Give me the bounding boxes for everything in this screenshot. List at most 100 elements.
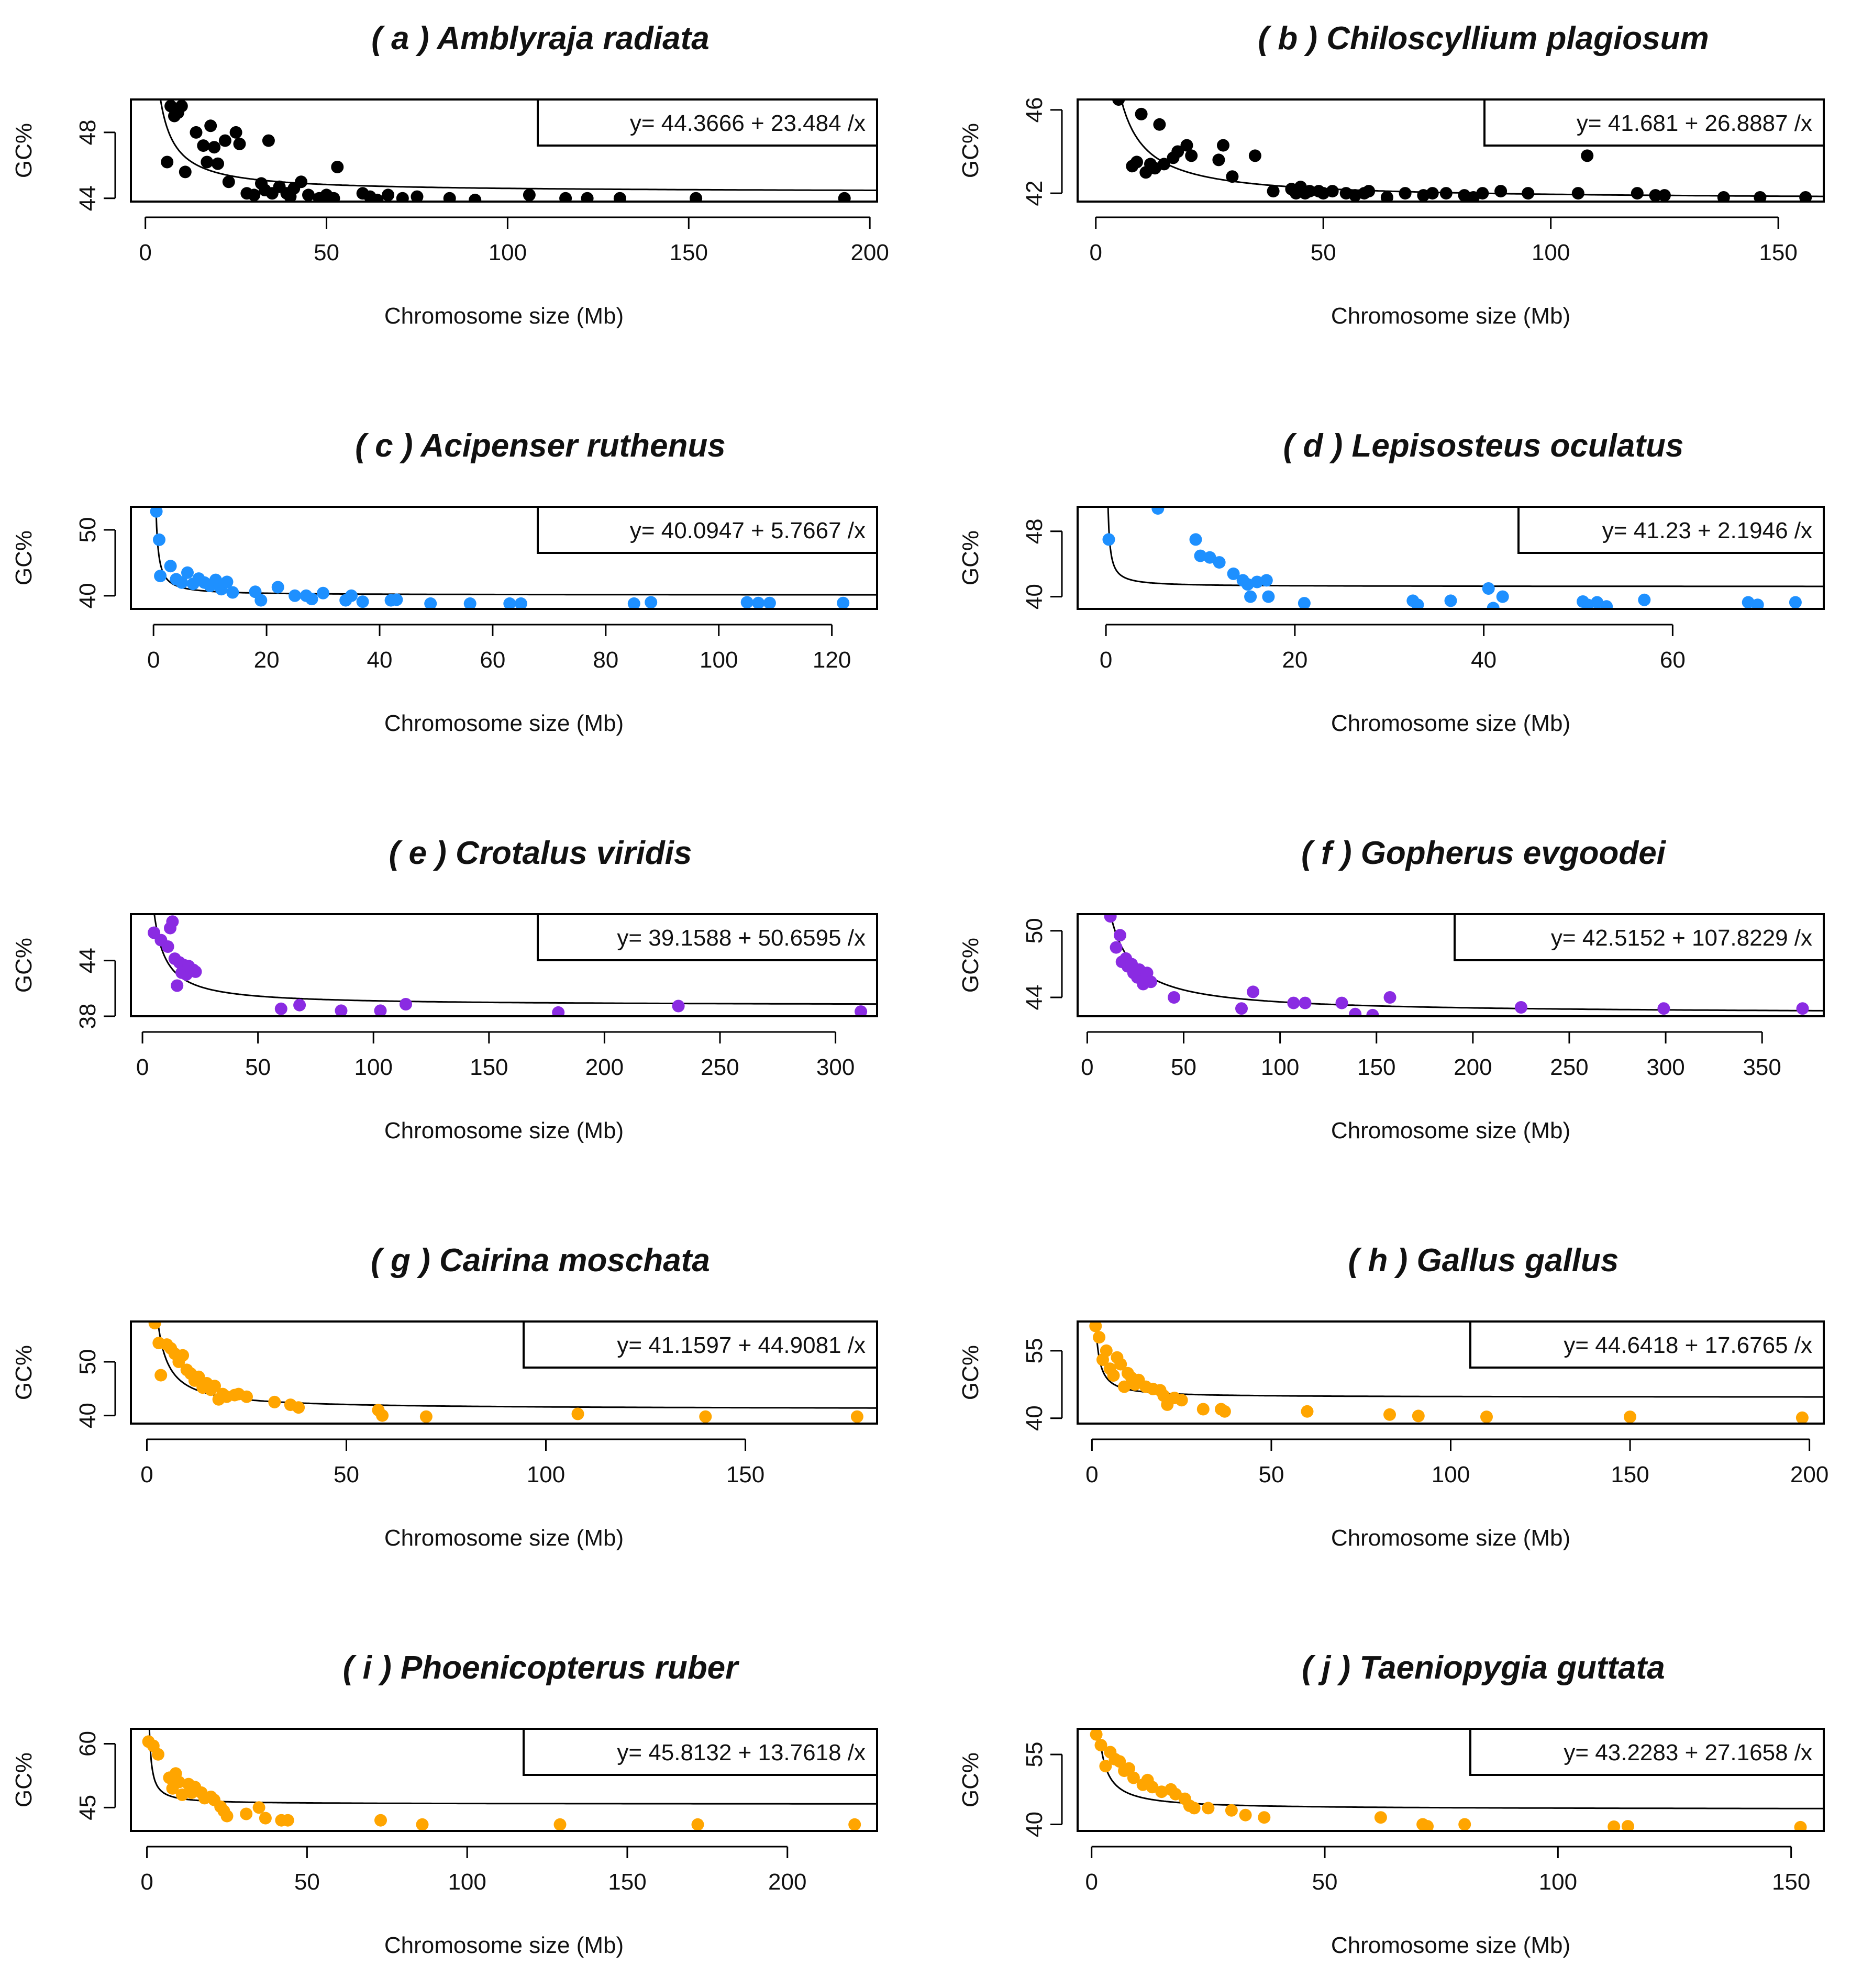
data-point <box>1496 590 1509 603</box>
fit-equation: y= 43.2283 + 27.1658 /x <box>1564 1740 1812 1765</box>
data-point <box>1158 158 1171 171</box>
data-point <box>1107 1369 1120 1382</box>
equation-box <box>537 913 878 961</box>
plot-frame <box>1077 98 1825 203</box>
x-tick-label: 60 <box>1660 647 1686 673</box>
x-tick-label: 50 <box>334 1462 359 1487</box>
data-point <box>503 597 516 609</box>
data-point <box>1794 1820 1807 1831</box>
x-tick-label: 100 <box>1539 1869 1577 1895</box>
plot-frame <box>130 506 878 610</box>
data-point <box>1411 598 1424 609</box>
data-point <box>1093 1331 1106 1344</box>
data-point <box>1175 1394 1188 1407</box>
data-point <box>197 139 210 152</box>
data-point <box>1380 191 1393 202</box>
x-tick-label: 150 <box>1611 1462 1649 1487</box>
chart-title: ( f ) Gopherus evgoodei <box>1301 835 1667 871</box>
data-point <box>229 126 242 139</box>
x-tick-label: 150 <box>670 240 708 265</box>
data-point <box>293 998 306 1012</box>
x-tick-label: 50 <box>1312 1869 1338 1895</box>
data-point <box>424 597 437 609</box>
data-point <box>254 594 268 607</box>
y-axis-label: GC% <box>11 1345 37 1400</box>
plot-frame <box>1077 1728 1825 1832</box>
x-tick-label: 50 <box>314 240 339 265</box>
y-tick-label: 48 <box>75 119 101 145</box>
data-point <box>1104 914 1117 923</box>
point-series <box>161 99 851 202</box>
point-series <box>1090 1729 1807 1831</box>
x-tick-label: 250 <box>701 1054 739 1080</box>
data-point <box>1349 1007 1362 1016</box>
data-point <box>1444 594 1457 607</box>
equation-box <box>537 98 878 147</box>
x-tick-label: 200 <box>585 1054 624 1080</box>
data-point <box>1250 575 1263 588</box>
chart-title: ( d ) Lepisosteus oculatus <box>1283 428 1684 464</box>
data-point <box>1298 597 1311 609</box>
data-point <box>1171 145 1184 158</box>
fit-equation: y= 44.6418 + 17.6765 /x <box>1564 1332 1812 1358</box>
data-point <box>382 188 395 202</box>
chart-panel: ( c ) Acipenser ruthenus y= 40.0947 + 5.7… <box>11 428 878 736</box>
data-point <box>1094 1739 1107 1752</box>
data-point <box>523 188 536 202</box>
data-point <box>148 1321 161 1330</box>
x-tick-label: 300 <box>816 1054 855 1080</box>
chart-panel: ( d ) Lepisosteus oculatus y= 41.23 + 2.1… <box>958 428 1825 736</box>
y-tick-label: 55 <box>1022 1741 1047 1767</box>
data-point <box>1751 598 1764 609</box>
data-point <box>248 188 261 202</box>
data-point <box>1374 1811 1387 1824</box>
x-axis-label: Chromosome size (Mb) <box>1331 1933 1570 1958</box>
chart-panel: ( a ) Amblyraja radiata y= 44.3666 + 23.4… <box>11 20 889 329</box>
x-tick-label: 0 <box>1100 647 1112 673</box>
y-tick-label: 60 <box>75 1731 101 1757</box>
data-point <box>690 192 703 202</box>
data-point <box>1146 1781 1159 1794</box>
data-point <box>204 119 217 132</box>
data-point <box>356 595 369 608</box>
data-point <box>469 193 482 202</box>
x-tick-label: 40 <box>1471 647 1497 673</box>
data-point <box>1458 1818 1471 1831</box>
data-point <box>1202 1802 1215 1815</box>
x-axis-label: Chromosome size (Mb) <box>384 710 624 736</box>
x-tick-label: 100 <box>1532 240 1570 265</box>
x-tick-label: 20 <box>254 647 280 673</box>
data-point <box>1226 170 1239 183</box>
data-point <box>233 137 246 150</box>
data-point <box>1299 996 1312 1009</box>
data-point <box>166 915 179 928</box>
data-point <box>1522 187 1535 200</box>
equation-box <box>1469 1728 1825 1776</box>
data-point <box>1649 189 1662 202</box>
x-tick-label: 100 <box>489 240 527 265</box>
data-point <box>1494 185 1508 198</box>
data-point <box>1658 189 1671 202</box>
data-point <box>161 156 174 169</box>
fit-equation: y= 39.1588 + 50.6595 /x <box>617 925 866 951</box>
data-point <box>1638 593 1651 606</box>
data-point <box>1795 1411 1809 1424</box>
plot-frame <box>1077 506 1825 610</box>
y-tick-label: 44 <box>75 948 101 973</box>
data-point <box>1114 1358 1127 1371</box>
data-point <box>581 192 594 202</box>
y-axis-label: GC% <box>958 1345 983 1400</box>
equation-box <box>523 1728 878 1776</box>
data-point <box>331 161 344 173</box>
data-point <box>1717 191 1730 202</box>
data-point <box>1213 556 1226 569</box>
data-point <box>1100 1344 1113 1357</box>
point-series <box>148 1321 863 1423</box>
data-point <box>1217 139 1229 152</box>
chart-panel: ( i ) Phoenicopterus ruber y= 45.8132 + 1… <box>11 1650 878 1958</box>
data-point <box>645 596 658 609</box>
chart-title: ( b ) Chiloscyllium plagiosum <box>1258 20 1709 57</box>
data-point <box>1267 185 1280 198</box>
data-point <box>1303 185 1316 198</box>
